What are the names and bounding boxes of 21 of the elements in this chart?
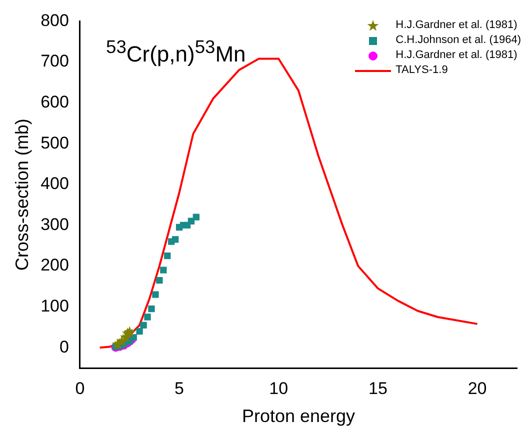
y-tick-label: 600 — [40, 92, 69, 112]
annotation: $^{53}$Cr(p,n)$^{53}$Mn — [106, 36, 246, 68]
x-tick-label: 0 — [75, 378, 85, 398]
x-tick-label: 5 — [174, 378, 184, 398]
y-tick-label: 400 — [40, 174, 69, 194]
y-tick-label: 800 — [40, 10, 69, 30]
x-tick-label: 20 — [468, 378, 487, 398]
legend-label: TALYS-1.9 — [396, 63, 448, 78]
y-tick-label: 200 — [40, 256, 69, 275]
legend-label: H.J.Gardner et al. (1981) — [396, 18, 518, 33]
x-axis-title: Proton energy — [242, 406, 356, 426]
y-tick-label: 300 — [40, 214, 69, 234]
x-tick-label: 10 — [269, 378, 288, 398]
y-axis-title: Cross-section (mb) — [12, 118, 32, 271]
y-tick-label: 700 — [40, 52, 69, 71]
x-tick-label: 15 — [368, 378, 388, 398]
y-tick-label: 500 — [40, 133, 69, 152]
legend-label: C.H.Johnson et al. (1964) — [396, 33, 521, 48]
legend-label: H.J.Gardner et al. (1981) — [396, 48, 518, 63]
y-tick-label: 0 — [59, 337, 69, 356]
y-tick-label: 100 — [40, 296, 69, 316]
